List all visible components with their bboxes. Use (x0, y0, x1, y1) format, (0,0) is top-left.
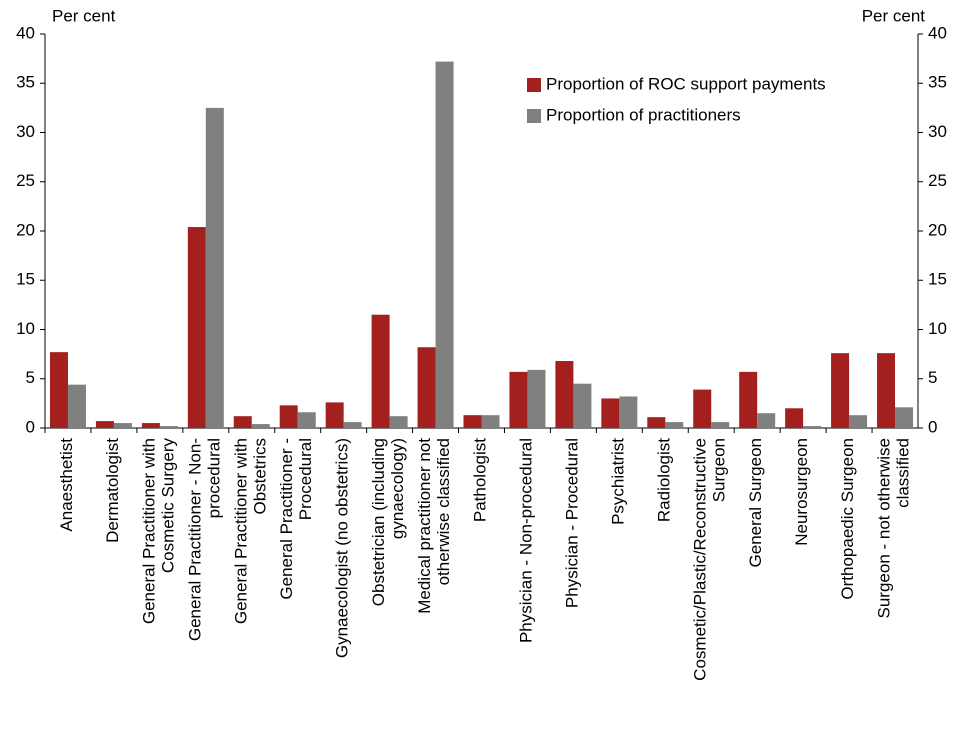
bar (647, 417, 666, 428)
bar (371, 314, 390, 428)
bar (895, 407, 914, 428)
x-tick-label: General Practitioner withObstetrics (232, 438, 270, 624)
y-axis-title: Per cent (52, 6, 116, 25)
bar (279, 405, 298, 428)
x-tick-label: Physician - Non-procedural (517, 438, 536, 643)
legend-swatch (527, 78, 541, 92)
y2-tick-label: 40 (928, 23, 947, 42)
y2-tick-label: 5 (928, 368, 937, 387)
bar (757, 413, 776, 428)
y2-tick-label: 35 (928, 73, 947, 92)
x-tick-label: Surgeon - not otherwiseclassified (875, 438, 913, 619)
bar (711, 422, 730, 428)
x-tick-label: General Practitioner - Non-procedural (186, 438, 224, 641)
x-tick-label: Gynaecologist (no obstetrics) (333, 438, 352, 658)
bar (141, 423, 160, 428)
y-tick-label: 20 (16, 220, 35, 239)
bar (481, 415, 500, 428)
y2-tick-label: 10 (928, 319, 947, 338)
x-tick-label: Radiologist (655, 438, 674, 522)
legend-label: Proportion of practitioners (546, 105, 741, 124)
bar (601, 398, 620, 428)
bar (205, 107, 224, 428)
y-tick-label: 30 (16, 122, 35, 141)
x-tick-label: General Surgeon (747, 438, 766, 567)
bar (159, 426, 178, 428)
x-tick-label: Obstetrician (includinggynaecology) (370, 438, 408, 606)
bar (849, 415, 868, 428)
y2-tick-label: 25 (928, 171, 947, 190)
bar (297, 412, 316, 428)
bar (251, 424, 270, 428)
y-tick-label: 40 (16, 23, 35, 42)
bar (49, 352, 68, 428)
bar (831, 353, 850, 428)
bar (325, 402, 344, 428)
y-tick-label: 0 (26, 417, 35, 436)
y-tick-label: 5 (26, 368, 35, 387)
y2-tick-label: 30 (928, 122, 947, 141)
bar (389, 416, 408, 428)
bar (509, 371, 528, 428)
bar (527, 369, 546, 428)
y-tick-label: 15 (16, 270, 35, 289)
x-tick-label: General Practitioner withCosmetic Surger… (140, 438, 178, 625)
y-tick-label: 25 (16, 171, 35, 190)
y2-axis-title: Per cent (862, 6, 926, 25)
y-tick-label: 35 (16, 73, 35, 92)
bar (693, 389, 712, 428)
y2-tick-label: 15 (928, 270, 947, 289)
x-tick-label: Physician - Procedural (563, 438, 582, 608)
bar (665, 422, 684, 428)
bar (803, 426, 822, 428)
bar (739, 371, 758, 428)
bar (95, 421, 114, 428)
x-tick-label: Orthopaedic Surgeon (839, 438, 858, 600)
bar (187, 227, 206, 428)
y-tick-label: 10 (16, 319, 35, 338)
x-tick-label: Medical practitioner nototherwise classi… (416, 438, 454, 614)
legend-swatch (527, 109, 541, 123)
x-tick-label: Dermatologist (103, 438, 122, 543)
x-tick-label: Anaesthetist (57, 438, 76, 532)
bar (877, 353, 896, 428)
bar (785, 408, 804, 428)
bar (233, 416, 252, 428)
x-tick-label: General Practitioner -Procedural (278, 438, 316, 600)
y2-tick-label: 0 (928, 417, 937, 436)
x-tick-label: Neurosurgeon (793, 438, 812, 546)
legend-label: Proportion of ROC support payments (546, 74, 826, 93)
bar (417, 347, 436, 428)
x-tick-label: Psychiatrist (609, 438, 628, 525)
bar (67, 384, 86, 428)
x-tick-label: Cosmetic/Plastic/ReconstructiveSurgeon (691, 438, 729, 681)
y2-tick-label: 20 (928, 220, 947, 239)
bar (113, 423, 132, 428)
bar (555, 361, 574, 428)
x-tick-label: Pathologist (471, 438, 490, 522)
bar (435, 61, 454, 429)
bar (573, 383, 592, 428)
bar (463, 415, 482, 428)
bar (619, 396, 638, 428)
bar (343, 422, 362, 428)
